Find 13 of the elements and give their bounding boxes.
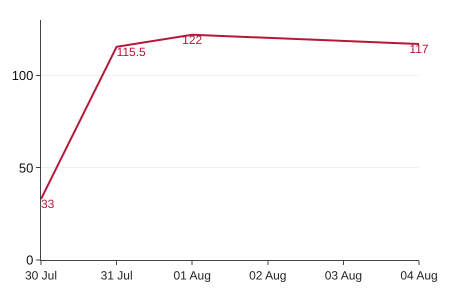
x-tick-label: 31 Jul [100, 268, 133, 282]
data-label: 33 [41, 197, 55, 212]
x-tick-label: 02 Aug [249, 268, 286, 282]
x-tick-label: 30 Jul [24, 268, 58, 282]
x-tick-label: 04 Aug [400, 268, 438, 282]
y-tick-label: 0 [26, 252, 34, 268]
data-label: 117 [409, 42, 429, 56]
data-label: 122 [182, 32, 203, 47]
x-tick-label: 01 Aug [174, 268, 211, 282]
y-tick-label: 100 [12, 68, 34, 83]
data-label: 115.5 [116, 44, 146, 59]
y-tick-label: 50 [18, 160, 34, 176]
x-tick-label: 03 Aug [324, 268, 362, 282]
